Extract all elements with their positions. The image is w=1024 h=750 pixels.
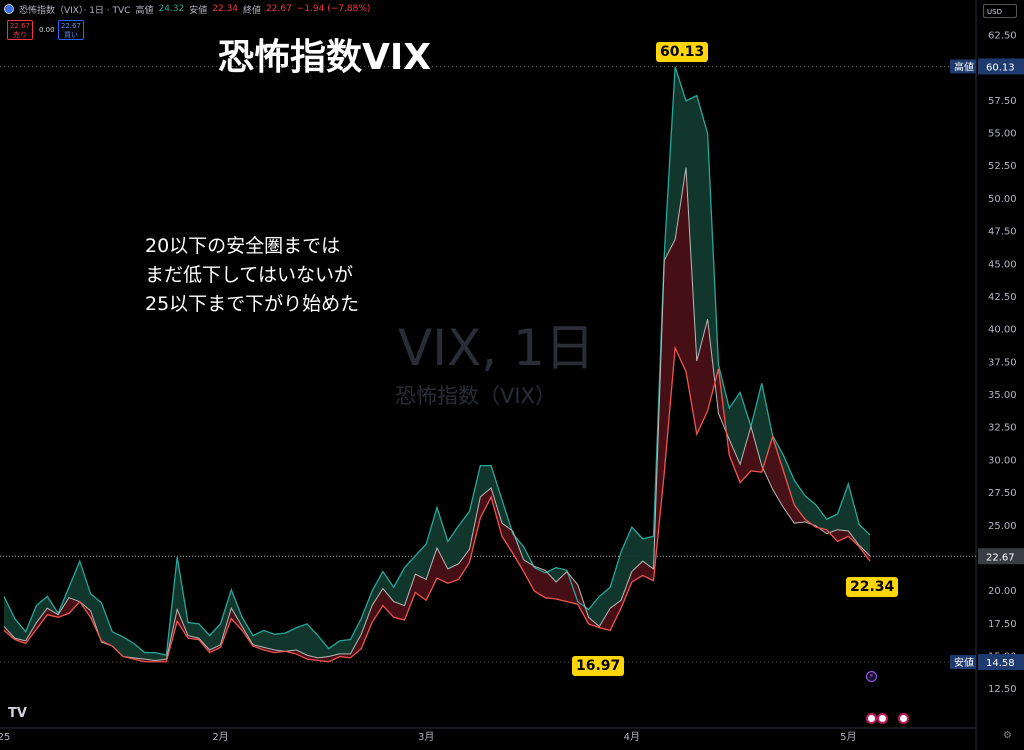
last-price-marker-value: 22.67 <box>986 552 1015 563</box>
close-value: 22.67 <box>266 4 292 14</box>
high-marker-value-bg <box>978 58 1024 75</box>
symbol-name[interactable]: 恐怖指数（VIX）· 1日 · TVC <box>19 5 131 16</box>
high-value: 24.32 <box>158 4 185 14</box>
trough-tag: 16.97 <box>572 656 625 676</box>
sell-label: 売り <box>13 31 27 39</box>
y-tick-label: 50.00 <box>988 194 1017 205</box>
x-tick-label: 4月 <box>624 731 640 743</box>
close-label: 終値 <box>243 5 262 16</box>
low-marker-value: 14.58 <box>986 658 1015 669</box>
y-tick-label: 17.50 <box>988 619 1017 630</box>
low-label: 安値 <box>189 5 208 16</box>
y-tick-label: 12.50 <box>988 684 1017 695</box>
watermark-description: 恐怖指数（VIX） <box>395 384 556 408</box>
x-tick-label: 25 <box>0 732 10 743</box>
event-flag-icon[interactable] <box>898 713 909 724</box>
close-low-band <box>4 167 870 662</box>
high-label: 高値 <box>135 5 154 16</box>
y-tick-label: 32.50 <box>988 423 1017 434</box>
sell-price: 22.67 <box>9 22 31 30</box>
note-line: 25以下まで下がり始めた <box>145 293 360 315</box>
y-tick-label: 30.00 <box>988 455 1017 466</box>
event-flag-icon[interactable] <box>877 713 888 724</box>
high-marker-value: 60.13 <box>986 62 1015 73</box>
low-marker-value-bg <box>978 654 1024 671</box>
x-tick-label: 2月 <box>212 731 228 743</box>
event-flag-icon[interactable] <box>866 713 877 724</box>
y-tick-label: 37.50 <box>988 357 1017 368</box>
y-tick-label: 42.50 <box>988 292 1017 303</box>
chart-title: 恐怖指数VIX <box>218 37 432 78</box>
change-value: −1.94 (−7.88%) <box>296 4 371 14</box>
sell-button[interactable]: 22.67 売り <box>7 20 33 40</box>
series-line-high <box>3 66 871 657</box>
annotation-note: 20以下の安全圏までは まだ低下してはいないが 25以下まで下がり始めた <box>145 232 359 319</box>
buy-label: 買い <box>64 31 78 39</box>
y-tick-label: 62.50 <box>988 30 1017 41</box>
low-marker-label-bg <box>950 655 976 670</box>
x-tick-label: 3月 <box>418 731 434 743</box>
buy-price: 22.67 <box>60 22 82 30</box>
y-tick-label: 55.00 <box>988 129 1017 140</box>
note-line: 20以下の安全圏までは <box>145 235 341 257</box>
low-marker-label: 安値 <box>954 656 974 669</box>
tradingview-logo[interactable]: TV <box>8 706 27 721</box>
y-tick-label: 40.00 <box>988 325 1017 336</box>
y-tick-label: 35.00 <box>988 390 1017 401</box>
symbol-header: 恐怖指数（VIX）· 1日 · TVC 高値 24.32 安値 22.34 終値… <box>4 2 370 16</box>
low-value: 22.34 <box>212 4 239 14</box>
high-close-band <box>4 66 870 661</box>
y-tick-label: 20.00 <box>988 586 1017 597</box>
high-marker-label: 高値 <box>954 60 974 73</box>
high-marker-label-bg <box>950 59 976 74</box>
y-tick-label: 57.50 <box>988 96 1017 107</box>
last-low-tag: 22.34 <box>846 577 899 597</box>
buy-button[interactable]: 22.67 買い <box>58 20 84 40</box>
y-tick-label: 45.00 <box>988 259 1017 270</box>
spread-value: 0.00 <box>39 26 55 34</box>
y-tick-label: 27.50 <box>988 488 1017 499</box>
event-bolt-icon[interactable]: ⚡ <box>866 671 877 682</box>
currency-selector[interactable]: USD <box>983 4 1017 18</box>
symbol-flag-icon <box>4 4 14 14</box>
settings-gear-icon[interactable]: ⚙ <box>1003 730 1012 741</box>
last-price-marker-value-bg <box>978 548 1024 565</box>
peak-tag: 60.13 <box>656 42 709 62</box>
series-line-low <box>3 345 871 663</box>
x-tick-label: 5月 <box>840 731 856 743</box>
note-line: まだ低下してはいないが <box>145 264 354 286</box>
watermark-symbol: VIX, 1日 <box>398 319 595 377</box>
y-tick-label: 25.00 <box>988 521 1017 532</box>
y-tick-label: 52.50 <box>988 161 1017 172</box>
y-tick-label: 47.50 <box>988 227 1017 238</box>
